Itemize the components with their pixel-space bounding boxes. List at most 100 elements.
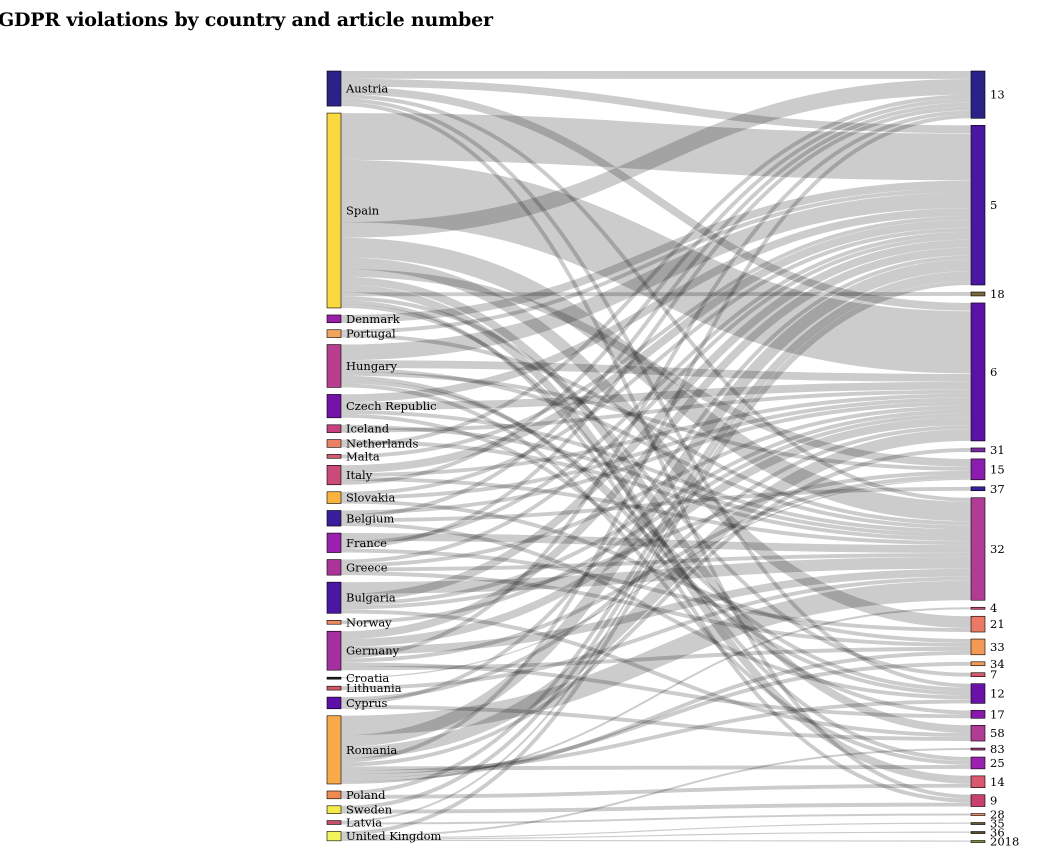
link-united-kingdom-to-35 (340, 822, 972, 839)
article-node-5: 5 (970, 125, 997, 286)
country-node-united-kingdom: United Kingdom (326, 829, 442, 843)
country-node-netherlands: Netherlands (326, 436, 419, 450)
country-node-bar (326, 685, 342, 691)
country-node-malta: Malta (326, 449, 380, 463)
country-node-iceland: Iceland (326, 422, 390, 436)
article-node-label: 21 (990, 617, 1005, 631)
country-node-germany: Germany (326, 630, 400, 671)
country-node-label: Slovakia (346, 491, 395, 505)
article-node-58: 58 (970, 724, 1005, 742)
link-spain-to-15 (340, 268, 972, 467)
country-node-bar (326, 344, 342, 388)
article-node-label: 37 (990, 482, 1005, 496)
article-node-bar (970, 70, 986, 119)
link-denmark-to-5 (340, 180, 972, 323)
article-node-bar (970, 291, 986, 297)
link-belgium-to-13 (340, 102, 972, 519)
country-node-label: Portugal (346, 327, 396, 341)
link-romania-to-31 (340, 447, 972, 767)
article-node-label: 6 (990, 365, 997, 379)
country-node-belgium: Belgium (326, 510, 394, 527)
link-hungary-to-5 (340, 192, 972, 361)
link-belgium-to-37 (340, 486, 972, 523)
link-cyprus-to-58 (340, 704, 972, 742)
link-belgium-to-12 (340, 522, 972, 700)
country-node-label: France (346, 536, 387, 550)
article-node-label: 58 (990, 726, 1005, 740)
article-node-bar (970, 661, 986, 667)
country-node-italy: Italy (326, 464, 373, 486)
article-node-37: 37 (970, 482, 1005, 496)
country-node-label: Malta (346, 449, 380, 463)
article-node-bar (970, 447, 986, 453)
country-node-label: Netherlands (346, 436, 419, 450)
article-node-label: 18 (990, 287, 1005, 301)
link-iceland-to-6 (340, 389, 972, 433)
article-node-label: 83 (990, 742, 1005, 756)
country-node-label: Hungary (346, 359, 398, 373)
article-node-bar (970, 638, 986, 656)
country-node-bar (326, 70, 342, 107)
country-node-bar (326, 820, 342, 825)
article-node-label: 36 (990, 826, 1005, 840)
link-romania-to-12 (340, 699, 972, 775)
country-node-label: Greece (346, 560, 388, 574)
country-node-bar (326, 314, 342, 324)
country-node-bar (326, 831, 342, 842)
link-bulgaria-to-32 (340, 556, 972, 594)
link-portugal-to-5 (340, 188, 972, 334)
article-node-35: 35 (970, 817, 1005, 831)
article-node-bar (970, 302, 986, 442)
article-node-9: 9 (970, 794, 997, 808)
article-node-bar (970, 840, 986, 843)
link-france-to-13 (340, 106, 972, 549)
country-node-norway: Norway (326, 615, 392, 629)
article-node-bar (970, 710, 986, 719)
link-norway-to-6 (340, 413, 972, 625)
link-greece-to-33 (340, 571, 972, 647)
country-node-label: Lithuania (346, 681, 402, 695)
link-italy-to-6 (340, 393, 972, 477)
article-node-25: 25 (970, 756, 1005, 770)
article-node-label: 4 (990, 601, 997, 615)
country-node-label: Denmark (346, 312, 401, 326)
article-node-label: 2018 (990, 835, 1019, 849)
link-united-kingdom-to-5 (340, 281, 972, 836)
link-czech-republic-to-5 (340, 208, 972, 403)
country-node-bar (326, 532, 342, 553)
link-netherlands-to-32 (340, 439, 972, 542)
link-austria-to-6 (340, 86, 972, 311)
country-node-bar (326, 581, 342, 614)
article-node-bar (970, 497, 986, 601)
link-spain-to-32 (340, 237, 972, 522)
country-node-label: United Kingdom (346, 829, 442, 843)
country-node-bulgaria: Bulgaria (326, 581, 396, 614)
country-node-label: Czech Republic (346, 399, 437, 413)
link-czech-republic-to-6 (340, 381, 972, 411)
country-node-poland: Poland (326, 788, 386, 802)
country-node-label: Italy (346, 468, 373, 482)
country-node-bar (326, 491, 342, 504)
article-node-bar (970, 775, 986, 789)
link-romania-to-13 (340, 114, 972, 763)
country-node-hungary: Hungary (326, 344, 398, 388)
article-node-bar (970, 756, 986, 770)
link-czech-republic-to-12 (340, 413, 972, 696)
link-cyprus-to-6 (340, 425, 972, 701)
link-croatia-to-15 (340, 478, 972, 679)
link-germany-to-5 (340, 247, 972, 640)
country-node-bar (326, 676, 342, 680)
country-node-label: Austria (345, 82, 388, 96)
country-node-romania: Romania (326, 715, 397, 785)
link-bulgaria-to-58 (340, 609, 972, 738)
link-latvia-to-28 (340, 813, 972, 825)
country-node-austria: Austria (326, 70, 388, 107)
article-node-label: 9 (990, 794, 997, 808)
link-germany-to-17 (340, 662, 972, 719)
country-node-bar (326, 620, 342, 625)
article-node-36: 36 (970, 826, 1005, 840)
country-node-cyprus: Cyprus (326, 696, 388, 710)
country-node-label: Spain (346, 204, 380, 218)
